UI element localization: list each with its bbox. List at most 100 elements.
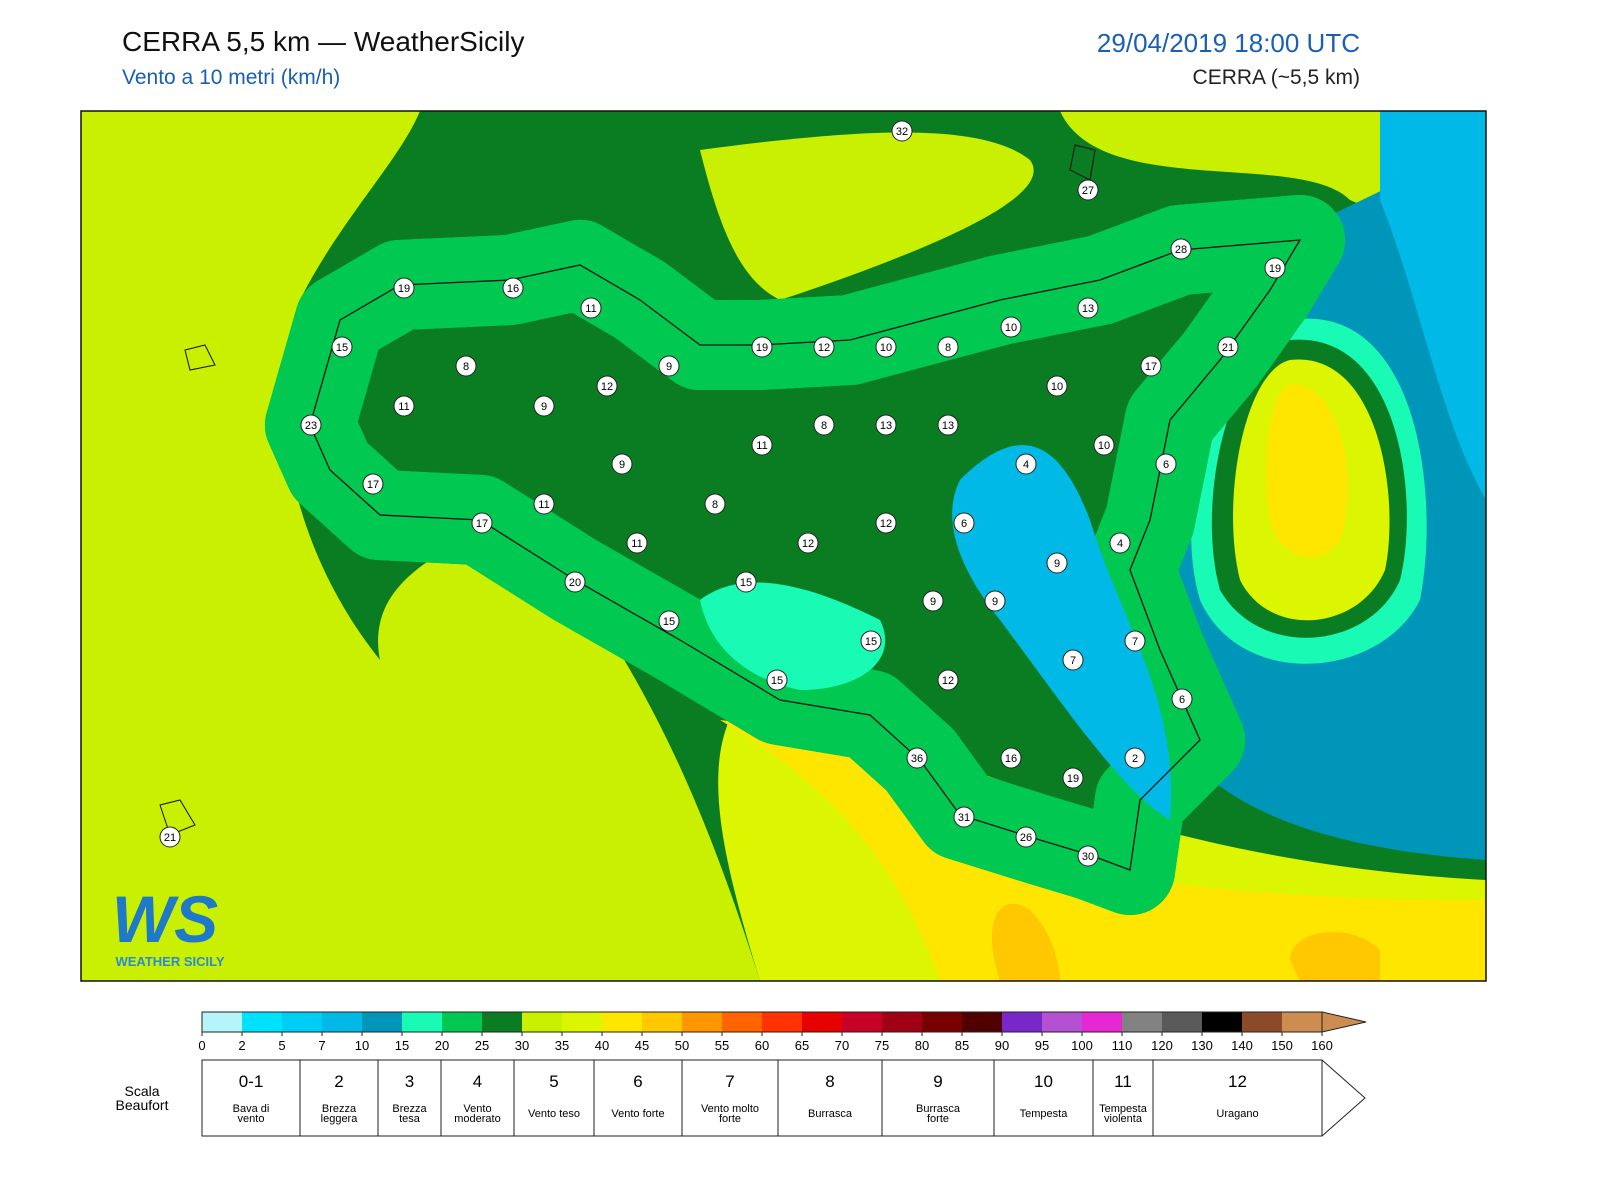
- station-marker: [580, 297, 602, 319]
- station-value: 9: [541, 401, 547, 413]
- station-value: 32: [896, 126, 908, 138]
- beaufort-level: 10 Tempesta: [994, 1060, 1093, 1136]
- field-orange: [991, 903, 1380, 981]
- station-value: 6: [1163, 459, 1169, 471]
- beaufort-label: Scala Beaufort: [115, 1083, 169, 1113]
- colorbar-tick-label: 0: [198, 1038, 205, 1053]
- beaufort-description: Vento molto forte: [700, 1103, 760, 1125]
- station-marker: [1000, 316, 1022, 338]
- beaufort-force: 8: [825, 1072, 835, 1091]
- station-marker: [1062, 767, 1084, 789]
- station-value: 12: [942, 675, 954, 687]
- station-marker: [1109, 532, 1131, 554]
- station-value: 11: [398, 401, 409, 413]
- colorbar-swatch: [642, 1012, 682, 1032]
- colorbar-tick-label: 60: [755, 1038, 769, 1053]
- colorbar-tick-label: 130: [1191, 1038, 1213, 1053]
- colorbar-tick-label: 65: [795, 1038, 809, 1053]
- colorbar-tick-label: 40: [595, 1038, 609, 1053]
- colorbar-tick-label: 7: [318, 1038, 325, 1053]
- colorbar-swatch: [722, 1012, 762, 1032]
- colorbar-swatch: [1082, 1012, 1122, 1032]
- station-value: 9: [930, 596, 936, 608]
- station-marker: [751, 434, 773, 456]
- coastline: [309, 239, 1302, 871]
- station-value: 17: [367, 479, 379, 491]
- station-value: 27: [1082, 185, 1094, 197]
- station-value: 16: [507, 283, 519, 295]
- colorbar-swatch: [562, 1012, 602, 1032]
- beaufort-level: 0-1 Bava di vento: [202, 1060, 300, 1136]
- station-marker: [1171, 688, 1193, 710]
- colorbar-swatch: [1002, 1012, 1042, 1032]
- station-value: 12: [818, 342, 830, 354]
- station-marker: [1093, 434, 1115, 456]
- station-marker: [906, 747, 928, 769]
- land-mint: [700, 582, 886, 690]
- field-ne: [1380, 111, 1486, 500]
- colorbar-swatch: [682, 1012, 722, 1032]
- colorbar-tick-label: 95: [1035, 1038, 1049, 1053]
- colorbar-tick-label: 35: [555, 1038, 569, 1053]
- station-value: 13: [1082, 303, 1094, 315]
- colorbar-arrow: [1321, 1011, 1367, 1033]
- station-marker: [875, 336, 897, 358]
- station-value: 36: [911, 753, 923, 765]
- colorbar-swatch: [242, 1012, 282, 1032]
- station-marker: [891, 120, 913, 142]
- logo-mark: WS: [112, 882, 218, 956]
- station-marker: [331, 336, 353, 358]
- station-value: 17: [476, 518, 488, 530]
- station-value: 11: [631, 538, 642, 550]
- beaufort-description: Vento teso: [528, 1108, 580, 1120]
- colorbar-swatch: [482, 1012, 522, 1032]
- colorbar-swatch: [842, 1012, 882, 1032]
- station-marker: [658, 355, 680, 377]
- beaufort-level: 12 Uragano: [1153, 1060, 1322, 1136]
- station-value: 4: [1117, 538, 1123, 550]
- blob-core: [1266, 384, 1348, 558]
- colorbar-swatch: [962, 1012, 1002, 1032]
- station-marker: [875, 512, 897, 534]
- colorbar-swatch: [1202, 1012, 1242, 1032]
- colorbar-tick-label: 160: [1311, 1038, 1333, 1053]
- station-value: 8: [712, 499, 718, 511]
- colorbar-tick-label: 5: [278, 1038, 285, 1053]
- station-marker: [393, 395, 415, 417]
- station-value: 6: [961, 518, 967, 530]
- station-marker: [1046, 552, 1068, 574]
- colorbar-swatch: [522, 1012, 562, 1032]
- colorbar-tick-label: 25: [475, 1038, 489, 1053]
- station-value: 12: [601, 381, 613, 393]
- colorbar-tick-label: 20: [435, 1038, 449, 1053]
- station-marker: [300, 414, 322, 436]
- beaufort-level: 6 Vento forte: [594, 1060, 682, 1136]
- station-marker: [626, 532, 648, 554]
- station-value: 15: [663, 616, 675, 628]
- station-value: 17: [1145, 361, 1157, 373]
- station-marker: [937, 669, 959, 691]
- colorbar-swatch: [882, 1012, 922, 1032]
- colorbar-swatch: [442, 1012, 482, 1032]
- colorbar-tick-label: 70: [835, 1038, 849, 1053]
- station-value: 26: [1020, 832, 1032, 844]
- beaufort-force: 6: [633, 1072, 643, 1091]
- colorbar-tick-label: 100: [1071, 1038, 1093, 1053]
- colorbar-tick-label: 140: [1231, 1038, 1253, 1053]
- station-value: 11: [756, 440, 767, 452]
- colorbar-tick-label: 90: [995, 1038, 1009, 1053]
- station-value: 19: [756, 342, 768, 354]
- station-marker: [1155, 453, 1177, 475]
- station-marker: [471, 512, 493, 534]
- station-value: 13: [880, 420, 892, 432]
- colorbar-swatch: [602, 1012, 642, 1032]
- station-value: 12: [880, 518, 892, 530]
- beaufort-description: Burrasca: [807, 1108, 853, 1120]
- station-value: 9: [619, 459, 625, 471]
- station-value: 20: [569, 577, 581, 589]
- station-marker: [1124, 630, 1146, 652]
- colorbar-swatch: [202, 1012, 242, 1032]
- colorbar-tick-label: 85: [955, 1038, 969, 1053]
- station-marker: [362, 473, 384, 495]
- station-value: 8: [821, 420, 827, 432]
